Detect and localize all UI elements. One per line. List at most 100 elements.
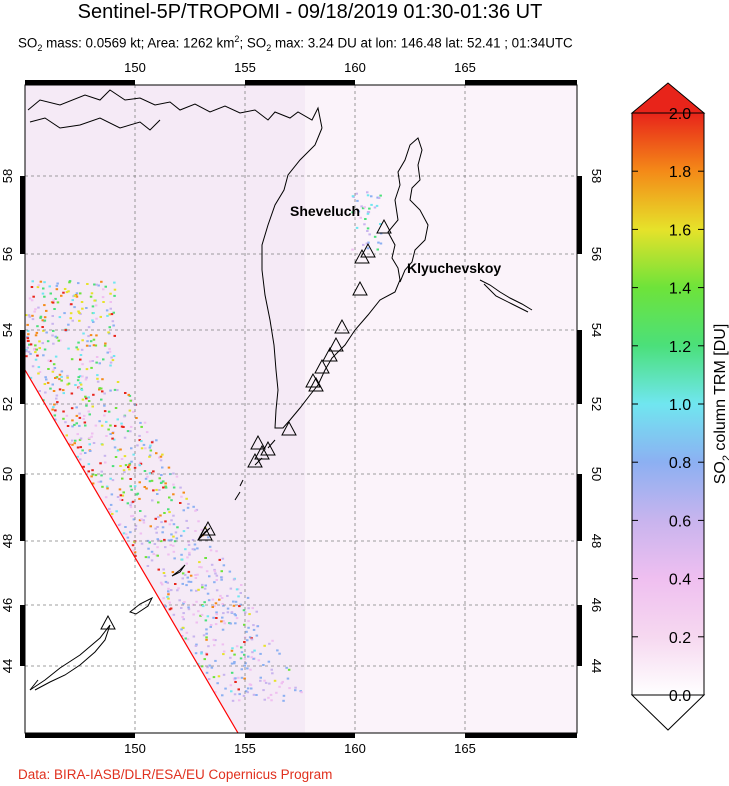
so2-pixel	[143, 470, 147, 472]
so2-pixel	[255, 610, 258, 613]
so2-pixel	[77, 310, 80, 313]
so2-pixel	[29, 343, 33, 346]
so2-pixel	[138, 439, 141, 442]
so2-pixel	[233, 693, 237, 696]
so2-pixel	[366, 247, 370, 250]
so2-pixel	[201, 586, 204, 589]
lat-tick-label-left: 48	[0, 534, 15, 548]
so2-pixel	[34, 344, 37, 347]
so2-pixel	[60, 370, 64, 373]
so2-pixel	[52, 368, 55, 371]
so2-pixel	[192, 613, 195, 616]
so2-pixel	[195, 621, 198, 624]
so2-pixel	[172, 483, 175, 486]
so2-pixel	[31, 365, 35, 368]
so2-pixel	[106, 314, 109, 317]
so2-pixel	[52, 329, 55, 332]
colorbar-tick-label: 1.2	[669, 339, 691, 356]
so2-pixel	[180, 635, 184, 637]
so2-pixel	[87, 326, 91, 329]
colorbar-tick-label: 0.0	[669, 688, 691, 705]
so2-pixel	[163, 538, 166, 541]
so2-pixel	[362, 243, 365, 246]
so2-pixel	[194, 509, 197, 512]
volcano-triangle	[376, 218, 392, 234]
so2-pixel	[53, 414, 57, 417]
so2-pixel	[71, 419, 74, 422]
so2-pixel	[128, 464, 131, 467]
so2-pixel	[71, 439, 74, 442]
so2-pixel	[359, 216, 362, 219]
so2-pixel	[120, 458, 124, 460]
so2-pixel	[79, 358, 82, 361]
so2-pixel	[122, 426, 125, 428]
volcano-triangle	[308, 376, 324, 392]
map-subtitle: SO2 mass: 0.0569 kt; Area: 1262 km2; SO2…	[18, 34, 573, 54]
so2-pixel	[200, 528, 204, 531]
so2-pixel	[27, 350, 31, 353]
so2-pixel	[200, 651, 203, 654]
so2-pixel	[113, 388, 117, 391]
so2-pixel	[53, 308, 56, 310]
so2-pixel	[157, 539, 161, 542]
so2-pixel	[163, 574, 167, 577]
so2-pixel	[212, 616, 215, 619]
so2-pixel	[37, 372, 40, 375]
so2-pixel	[178, 599, 181, 602]
so2-pixel	[109, 307, 112, 310]
border-bar-right	[577, 330, 582, 404]
so2-pixel	[231, 699, 235, 702]
so2-pixel	[194, 652, 198, 655]
so2-pixel	[129, 485, 132, 488]
so2-pixel	[74, 384, 77, 386]
so2-pixel	[36, 325, 39, 328]
so2-pixel	[27, 314, 31, 317]
so2-pixel	[164, 482, 167, 485]
so2-pixel	[99, 462, 102, 465]
so2-pixel	[143, 486, 146, 488]
so2-pixel	[185, 497, 188, 500]
so2-pixel	[74, 439, 77, 442]
so2-pixel	[252, 657, 255, 660]
so2-pixel	[31, 318, 35, 321]
so2-pixel	[160, 521, 163, 524]
so2-pixel	[89, 340, 93, 343]
so2-pixel	[62, 410, 65, 413]
so2-pixel	[88, 443, 91, 446]
so2-pixel	[91, 319, 94, 322]
so2-pixel	[192, 635, 196, 638]
so2-pixel	[58, 388, 62, 391]
so2-pixel	[222, 653, 225, 656]
so2-pixel	[176, 589, 179, 592]
so2-pixel	[77, 341, 80, 344]
so2-pixel	[105, 485, 109, 488]
so2-pixel	[75, 295, 79, 298]
colorbar-tick-labels: 2.0 1.8 1.6 1.4 1.2 1.0 0.8 0.6 0.4 0.2 0.0	[632, 106, 704, 705]
so2-pixel	[213, 644, 216, 647]
so2-pixel	[232, 677, 236, 680]
so2-pixel	[246, 639, 249, 642]
so2-pixel	[29, 376, 33, 379]
so2-pixel	[152, 553, 155, 555]
so2-pixel	[168, 496, 171, 499]
so2-pixel	[235, 645, 239, 648]
so2-pixel	[119, 498, 122, 501]
so2-pixel	[87, 470, 90, 473]
so2-pixel	[215, 617, 218, 619]
so2-pixel	[52, 299, 55, 302]
so2-pixel	[187, 503, 190, 505]
so2-pixel	[45, 309, 48, 312]
so2-pixel	[76, 379, 80, 382]
so2-pixel	[377, 241, 380, 244]
so2-pixel	[162, 486, 165, 489]
so2-pixel	[206, 592, 210, 595]
so2-pixel	[143, 515, 147, 518]
so2-pixel	[117, 524, 121, 526]
so2-pixel	[181, 577, 184, 580]
so2-pixel	[88, 344, 92, 347]
so2-pixel	[252, 693, 256, 696]
so2-pixel	[234, 677, 237, 680]
so2-pixel	[262, 689, 265, 692]
so2-pixel	[90, 292, 94, 295]
so2-pixel	[75, 406, 78, 409]
